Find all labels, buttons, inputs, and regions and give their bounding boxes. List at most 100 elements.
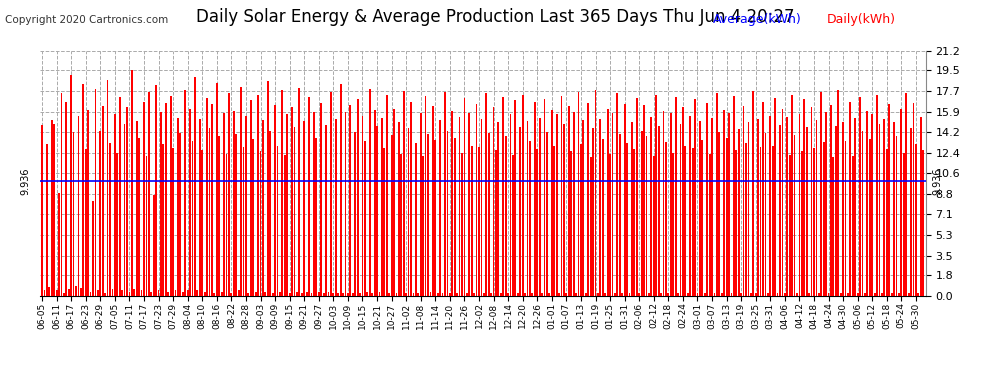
Text: Daily Solar Energy & Average Production Last 365 Days Thu Jun 4 20:27: Daily Solar Energy & Average Production … bbox=[196, 8, 794, 26]
Bar bbox=[303, 121, 305, 296]
Bar bbox=[311, 293, 313, 296]
Bar bbox=[107, 80, 109, 296]
Bar bbox=[652, 156, 654, 296]
Bar bbox=[152, 195, 154, 296]
Bar bbox=[396, 293, 397, 296]
Bar bbox=[231, 293, 233, 296]
Bar bbox=[840, 293, 842, 296]
Bar bbox=[844, 141, 846, 296]
Bar bbox=[243, 147, 245, 296]
Bar bbox=[577, 92, 579, 296]
Bar bbox=[828, 293, 830, 296]
Bar bbox=[794, 135, 796, 296]
Bar bbox=[276, 146, 278, 296]
Bar bbox=[271, 293, 273, 296]
Bar bbox=[838, 90, 840, 296]
Bar bbox=[221, 292, 223, 296]
Bar bbox=[257, 94, 259, 296]
Bar bbox=[432, 106, 434, 296]
Bar bbox=[607, 108, 609, 296]
Bar bbox=[709, 154, 711, 296]
Bar bbox=[423, 156, 424, 296]
Bar bbox=[49, 287, 50, 296]
Bar bbox=[252, 139, 254, 296]
Bar bbox=[546, 132, 547, 296]
Bar bbox=[488, 133, 490, 296]
Bar bbox=[733, 96, 735, 296]
Text: Copyright 2020 Cartronics.com: Copyright 2020 Cartronics.com bbox=[5, 15, 168, 25]
Bar bbox=[114, 114, 116, 296]
Bar bbox=[274, 105, 276, 296]
Bar bbox=[542, 293, 543, 296]
Bar bbox=[500, 293, 502, 296]
Bar bbox=[155, 86, 157, 296]
Bar bbox=[920, 117, 922, 296]
Bar bbox=[131, 70, 133, 296]
Bar bbox=[119, 97, 121, 296]
Bar bbox=[634, 149, 636, 296]
Bar bbox=[249, 100, 251, 296]
Bar bbox=[648, 293, 649, 296]
Bar bbox=[85, 149, 87, 296]
Bar bbox=[425, 96, 427, 296]
Bar bbox=[451, 111, 453, 296]
Bar bbox=[291, 107, 293, 296]
Bar bbox=[50, 120, 52, 296]
Bar bbox=[777, 293, 778, 296]
Bar bbox=[699, 121, 701, 296]
Bar bbox=[592, 128, 594, 296]
Bar bbox=[126, 107, 128, 296]
Bar bbox=[420, 113, 422, 296]
Bar bbox=[687, 293, 689, 296]
Bar bbox=[388, 293, 390, 296]
Bar bbox=[165, 103, 166, 296]
Bar bbox=[378, 292, 380, 296]
Bar bbox=[453, 138, 455, 296]
Bar bbox=[172, 148, 174, 296]
Bar bbox=[204, 292, 206, 296]
Bar bbox=[72, 132, 74, 296]
Bar bbox=[369, 89, 370, 296]
Bar bbox=[866, 111, 868, 296]
Bar bbox=[818, 293, 820, 296]
Bar bbox=[565, 293, 567, 296]
Bar bbox=[306, 292, 308, 296]
Bar bbox=[677, 293, 679, 296]
Bar bbox=[923, 150, 924, 296]
Bar bbox=[330, 92, 332, 296]
Bar bbox=[918, 293, 920, 296]
Bar bbox=[139, 138, 140, 296]
Bar bbox=[63, 293, 64, 296]
Bar bbox=[590, 157, 592, 296]
Bar bbox=[435, 140, 437, 296]
Bar bbox=[568, 106, 569, 296]
Bar bbox=[537, 149, 539, 296]
Bar bbox=[430, 292, 432, 296]
Bar bbox=[313, 112, 315, 296]
Bar bbox=[228, 93, 230, 296]
Bar bbox=[184, 90, 186, 296]
Bar bbox=[861, 130, 863, 296]
Bar bbox=[466, 293, 467, 296]
Bar bbox=[801, 152, 803, 296]
Bar bbox=[196, 291, 198, 296]
Bar bbox=[219, 136, 220, 296]
Bar bbox=[68, 289, 69, 296]
Bar bbox=[645, 136, 647, 296]
Bar bbox=[410, 102, 412, 296]
Bar bbox=[754, 293, 756, 296]
Bar bbox=[167, 292, 169, 296]
Bar bbox=[667, 293, 669, 296]
Bar bbox=[854, 118, 856, 296]
Bar bbox=[550, 110, 552, 296]
Bar bbox=[692, 148, 694, 296]
Bar bbox=[254, 292, 256, 296]
Bar bbox=[141, 291, 143, 296]
Bar bbox=[791, 94, 793, 296]
Bar bbox=[512, 155, 514, 296]
Bar bbox=[575, 293, 577, 296]
Bar bbox=[736, 150, 738, 296]
Bar bbox=[580, 144, 582, 296]
Bar bbox=[192, 141, 193, 296]
Bar bbox=[515, 100, 517, 296]
